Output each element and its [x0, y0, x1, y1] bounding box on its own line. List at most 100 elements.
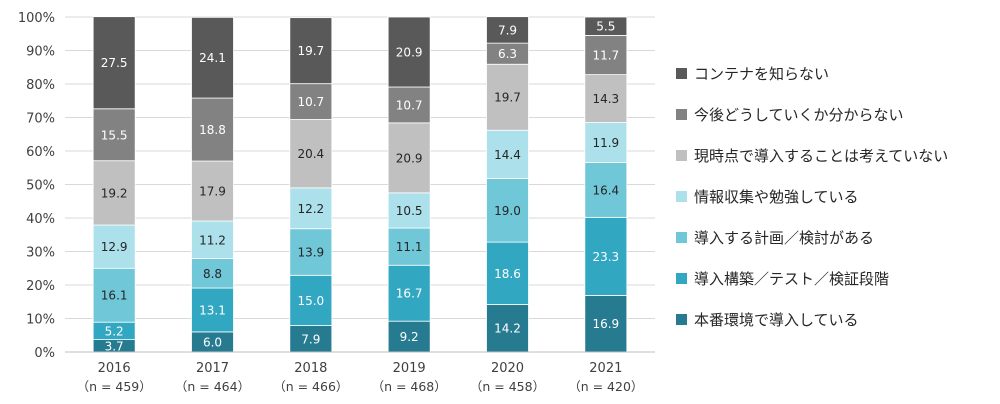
x-tick-label: 2017: [196, 361, 229, 376]
bar-segment: [92, 16, 136, 110]
data-label: 8.8: [203, 267, 222, 281]
data-label: 16.9: [592, 317, 619, 331]
bar-segment: [92, 108, 136, 162]
bar-segment: [191, 287, 234, 333]
data-label: 10.5: [396, 204, 423, 218]
data-label: 5.2: [105, 324, 124, 338]
bar-segment: [92, 160, 136, 226]
y-tick-label: 30%: [26, 246, 55, 261]
data-label: 13.9: [297, 246, 324, 260]
y-tick-label: 40%: [26, 212, 55, 227]
x-tick-label: 2021: [589, 361, 622, 376]
bar-segment: [584, 161, 628, 218]
data-label: 19.7: [297, 44, 324, 58]
data-label: 18.6: [494, 267, 521, 281]
data-label: 20.9: [396, 151, 423, 165]
data-label: 11.9: [592, 136, 619, 150]
data-label: 11.2: [199, 233, 226, 247]
data-label: 7.9: [301, 332, 320, 346]
data-label: 10.7: [396, 98, 423, 112]
data-label: 11.7: [592, 49, 619, 63]
x-tick-label: 2018: [294, 361, 327, 376]
x-tick-label: 2019: [393, 361, 426, 376]
x-tick-sublabel: （n = 466）: [273, 379, 348, 394]
data-label: 11.1: [396, 240, 423, 254]
bar-segment: [92, 267, 136, 323]
data-label: 14.4: [494, 148, 521, 162]
y-tick-label: 80%: [26, 78, 55, 93]
data-label: 7.9: [498, 23, 517, 37]
x-tick-sublabel: （n = 420）: [568, 379, 643, 394]
bar-segment: [289, 17, 333, 85]
data-label: 19.7: [494, 91, 521, 105]
bar-segment: [387, 16, 431, 88]
x-tick-sublabel: （n = 464）: [175, 379, 250, 394]
data-label: 6.0: [203, 335, 222, 349]
data-label: 3.7: [105, 339, 124, 353]
bar-segment: [486, 16, 529, 44]
legend-swatch: [676, 232, 687, 243]
bar-segment: [289, 187, 333, 230]
bar-segment: [486, 241, 529, 305]
bar-segment: [289, 274, 333, 326]
y-tick-label: 70%: [26, 112, 55, 127]
legend-label: 現時点で導入することは考えていない: [694, 147, 948, 165]
data-label: 10.7: [297, 95, 324, 109]
legend-label: 情報収集や勉強している: [694, 188, 859, 206]
y-tick-label: 60%: [26, 145, 55, 160]
y-tick-label: 10%: [26, 313, 55, 328]
data-label: 16.4: [592, 183, 619, 197]
x-tick-sublabel: （n = 459）: [77, 379, 152, 394]
data-label: 12.2: [297, 202, 324, 216]
data-label: 15.0: [297, 294, 324, 308]
data-label: 19.2: [101, 186, 128, 200]
legend-swatch: [676, 273, 687, 284]
bar-segment: [584, 74, 628, 123]
bar-segment: [584, 35, 628, 76]
legend-swatch: [676, 191, 687, 202]
data-label: 20.9: [396, 46, 423, 60]
bar-segment: [387, 227, 431, 266]
data-label: 14.2: [494, 322, 521, 336]
data-label: 23.3: [592, 250, 619, 264]
bar-segment: [289, 228, 333, 276]
legend-swatch: [676, 68, 687, 79]
bar-segment: [92, 224, 136, 269]
data-label: 15.5: [101, 128, 128, 142]
bar-segment: [191, 16, 234, 99]
bar-segment: [289, 325, 333, 353]
data-label: 9.2: [400, 330, 419, 344]
legend-swatch: [676, 109, 687, 120]
x-tick-sublabel: （n = 458）: [470, 379, 545, 394]
data-label: 19.0: [494, 204, 521, 218]
bar-segment: [289, 83, 333, 120]
bar-segment: [584, 16, 628, 36]
y-tick-label: 20%: [26, 279, 55, 294]
y-tick-label: 90%: [26, 45, 55, 60]
x-tick-label: 2020: [491, 361, 524, 376]
x-tick-label: 2016: [98, 361, 131, 376]
bar-segment: [387, 264, 431, 322]
y-tick-label: 50%: [26, 179, 55, 194]
bar-segment: [191, 220, 234, 259]
bar-segment: [191, 97, 234, 162]
data-label: 5.5: [596, 20, 615, 34]
data-label: 6.3: [498, 47, 517, 61]
bar-segment: [191, 258, 234, 289]
legend-label: コンテナを知らない: [694, 65, 829, 83]
y-tick-label: 0%: [34, 346, 55, 361]
legend-label: 本番環境で導入している: [694, 311, 859, 329]
x-tick-sublabel: （n = 468）: [372, 379, 447, 394]
data-label: 27.5: [101, 56, 128, 70]
bar-segment: [289, 119, 333, 189]
data-label: 20.4: [297, 147, 324, 161]
bar-segment: [191, 160, 234, 222]
bar-segment: [387, 192, 431, 229]
data-label: 13.1: [199, 303, 226, 317]
data-label: 18.8: [199, 123, 226, 137]
data-label: 17.9: [199, 185, 226, 199]
data-label: 12.9: [101, 240, 128, 254]
data-label: 16.7: [396, 287, 423, 301]
